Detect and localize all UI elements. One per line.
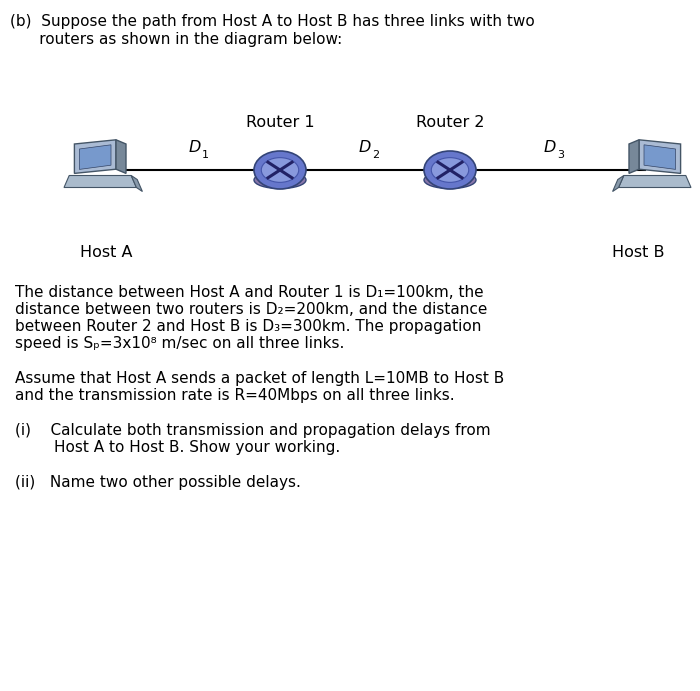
Text: D: D <box>359 140 371 155</box>
Text: between Router 2 and Host B is D₃=300km. The propagation: between Router 2 and Host B is D₃=300km.… <box>15 319 482 334</box>
Text: Host A to Host B. Show your working.: Host A to Host B. Show your working. <box>15 440 340 455</box>
Polygon shape <box>79 145 111 169</box>
Text: (i)    Calculate both transmission and propagation delays from: (i) Calculate both transmission and prop… <box>15 423 491 438</box>
Ellipse shape <box>424 151 476 189</box>
Text: speed is Sₚ=3x10⁸ m/sec on all three links.: speed is Sₚ=3x10⁸ m/sec on all three lin… <box>15 336 344 351</box>
Polygon shape <box>64 176 136 187</box>
Text: D: D <box>544 140 556 155</box>
Ellipse shape <box>431 158 469 182</box>
Ellipse shape <box>424 171 476 189</box>
Polygon shape <box>629 140 639 173</box>
Polygon shape <box>612 176 624 191</box>
Polygon shape <box>639 140 680 173</box>
Text: Host B: Host B <box>612 245 665 260</box>
Text: routers as shown in the diagram below:: routers as shown in the diagram below: <box>10 32 342 47</box>
Ellipse shape <box>261 158 299 182</box>
Text: Assume that Host A sends a packet of length L=10MB to Host B: Assume that Host A sends a packet of len… <box>15 371 504 386</box>
Text: 2: 2 <box>372 150 379 160</box>
Text: (b)  Suppose the path from Host A to Host B has three links with two: (b) Suppose the path from Host A to Host… <box>10 14 535 29</box>
Text: (ii)   Name two other possible delays.: (ii) Name two other possible delays. <box>15 475 301 490</box>
Polygon shape <box>74 140 116 173</box>
Text: The distance between Host A and Router 1 is D₁=100km, the: The distance between Host A and Router 1… <box>15 285 484 300</box>
Polygon shape <box>131 176 142 191</box>
Text: distance between two routers is D₂=200km, and the distance: distance between two routers is D₂=200km… <box>15 302 487 317</box>
Text: Router 2: Router 2 <box>416 115 484 130</box>
Text: Router 1: Router 1 <box>246 115 314 130</box>
Polygon shape <box>116 140 126 173</box>
Text: 3: 3 <box>557 150 564 160</box>
Ellipse shape <box>254 171 306 189</box>
Ellipse shape <box>254 151 306 189</box>
Text: 1: 1 <box>202 150 209 160</box>
Text: and the transmission rate is R=40Mbps on all three links.: and the transmission rate is R=40Mbps on… <box>15 388 454 403</box>
Polygon shape <box>644 145 676 169</box>
Text: Host A: Host A <box>80 245 132 260</box>
Polygon shape <box>619 176 691 187</box>
Text: D: D <box>189 140 201 155</box>
